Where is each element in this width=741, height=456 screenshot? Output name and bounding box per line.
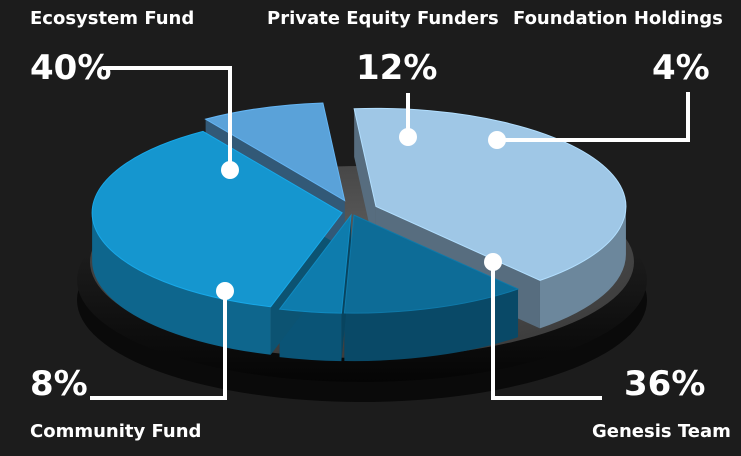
slice-foundation-holdings: [278, 213, 352, 314]
slice-outer-wall-ecosystem-fund: [539, 206, 626, 329]
leader-line-foundation-holdings: [497, 92, 690, 142]
slice-outer-wall-private-equity-funders: [344, 289, 519, 362]
slice-name-genesis-team: Genesis Team: [592, 421, 731, 442]
slice-name-ecosystem-fund: Ecosystem Fund: [30, 8, 195, 29]
slice-value-private-equity-funders: 12%: [356, 48, 438, 88]
slice-value-community-fund: 8%: [30, 364, 88, 404]
leader-dot-ecosystem-fund: [221, 161, 239, 179]
slice-community-fund: [204, 102, 346, 202]
slice-value-genesis-team: 36%: [624, 364, 706, 404]
leader-dot-community-fund: [216, 282, 234, 300]
leader-line-community-fund: [90, 291, 227, 400]
slice-ecosystem-fund: [353, 107, 627, 281]
slice-name-community-fund: Community Fund: [30, 421, 202, 442]
slice-private-equity-funders: [343, 214, 520, 314]
leader-dot-private-equity-funders: [399, 128, 417, 146]
slice-value-foundation-holdings: 4%: [652, 48, 710, 88]
slice-wall-ecosystem-fund-start: [354, 108, 376, 255]
leader-dot-foundation-holdings: [488, 131, 506, 149]
slice-name-private-equity-funders: Private Equity Funders: [267, 8, 499, 29]
leader-line-ecosystem-fund: [103, 66, 232, 170]
slice-value-ecosystem-fund: 40%: [30, 48, 112, 88]
leader-line-genesis-team: [491, 262, 602, 400]
slice-genesis-team: [91, 130, 343, 308]
leader-dot-genesis-team: [484, 253, 502, 271]
slice-name-foundation-holdings: Foundation Holdings: [513, 8, 723, 29]
